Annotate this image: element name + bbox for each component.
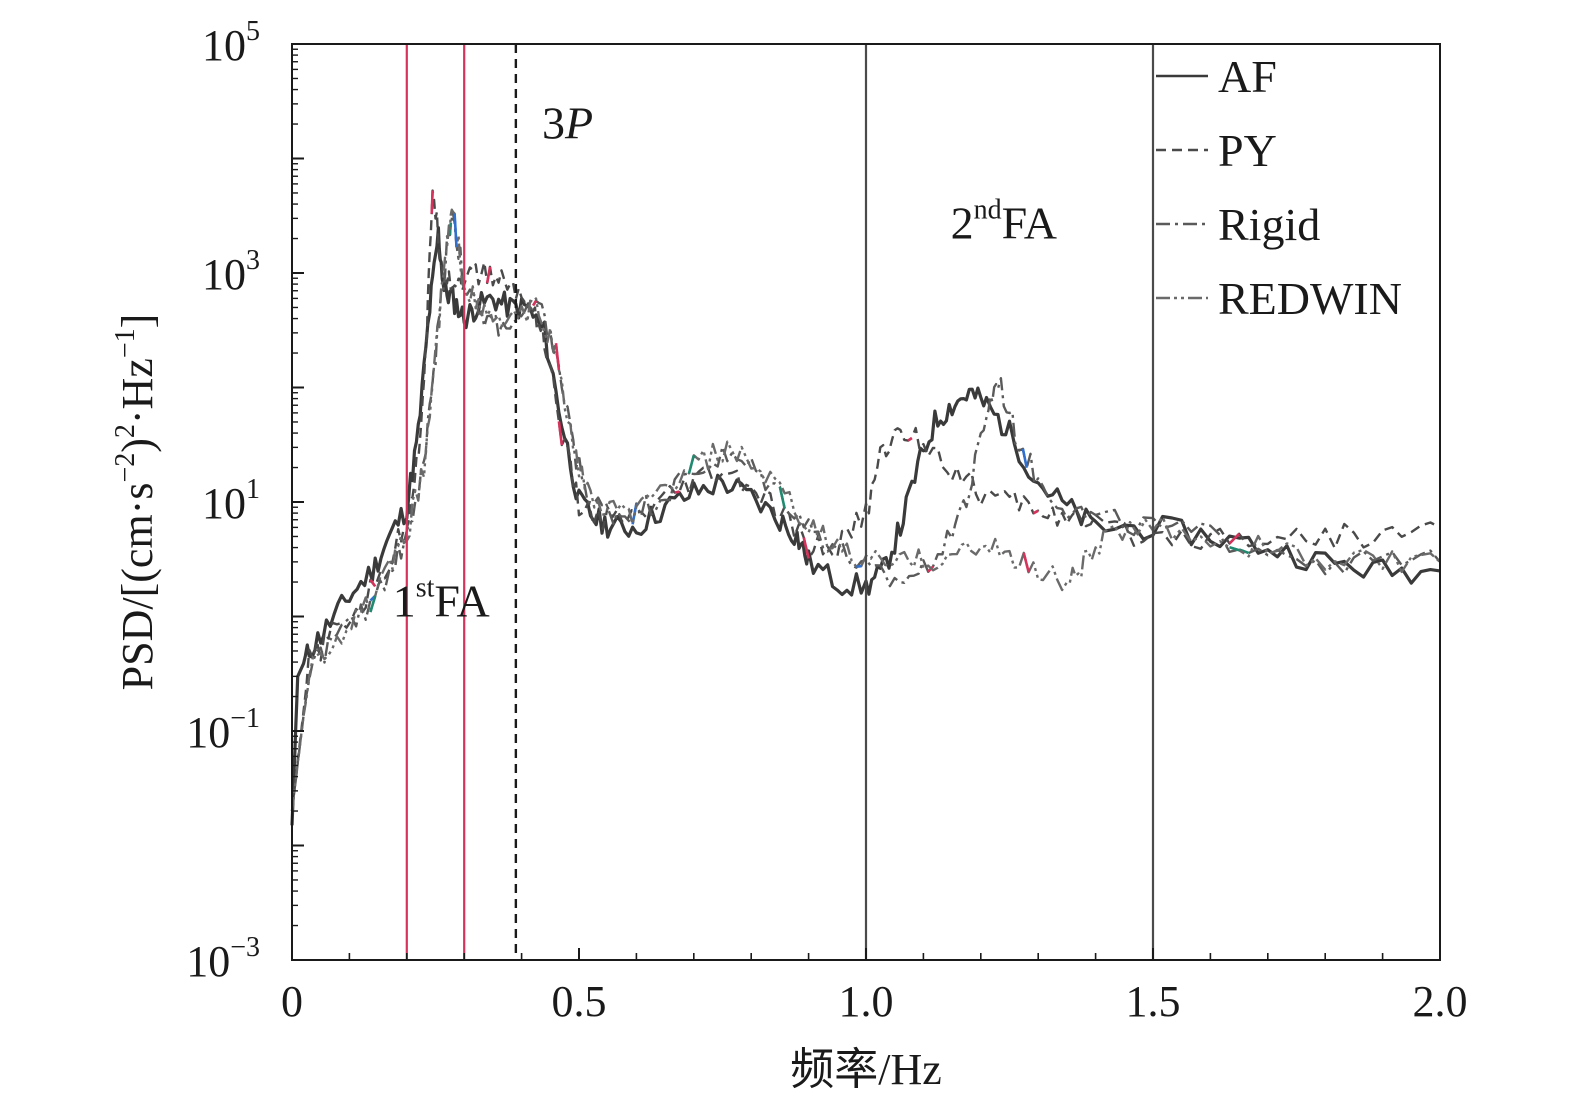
y-label-exp3: −1 [110,328,141,358]
series-layer [290,189,1441,826]
y-axis-label: PSD/[(cm·s−2)2·Hz−1] [110,314,162,691]
x-tick-label: 1.5 [1126,977,1181,1026]
annotation-threep: 3P [542,97,593,148]
series-accent-rigid [531,300,538,307]
series-accent-py [557,421,564,446]
legend-label-af: AF [1218,51,1277,102]
series-accent-redwin [1229,546,1240,552]
series-accent-redwin [1022,552,1030,573]
legend: AF PY Rigid REDWIN [1156,51,1402,324]
legend-label-redwin: REDWIN [1218,273,1402,324]
series-accent-py [1228,532,1241,545]
series-line-py [290,189,1441,812]
series-accent-py [485,266,492,284]
series-accent-redwin [453,213,458,247]
x-tick-label: 0 [281,977,303,1026]
y-tick-label: 10−1 [186,703,260,757]
annotation-second: 2ndFA [951,195,1057,249]
y-tick-label: 105 [202,16,260,70]
series-accent-rigid [778,486,786,509]
y-label-exp2: 2 [110,424,141,438]
x-axis-label: 频率/Hz [790,1045,942,1094]
y-label-mid1: ) [113,438,162,453]
y-label-suffix: ] [113,314,162,329]
series-accent-py [369,579,377,588]
annotations: 1stFA 3P 2ndFA [393,97,1057,626]
series-accent-py [907,436,913,442]
y-label-exp1: −2 [110,453,141,483]
y-label-mid2: ·Hz [113,358,162,424]
series-accent-redwin [369,595,377,613]
y-tick-label: 10−3 [186,932,260,986]
series-accent-redwin [554,343,561,371]
y-label-prefix: PSD/[(cm·s [113,483,162,691]
y-tick-label: 103 [202,245,260,299]
series-accent-rigid [1021,448,1028,469]
x-tick-label: 1.0 [839,977,894,1026]
axis-ticks: 0 0.5 1.0 1.5 2.0 10−3 10−1 101 103 105 [186,16,1467,1026]
x-tick-label: 2.0 [1413,977,1468,1026]
series-accent-redwin [856,564,862,568]
series-accent-py [1032,509,1039,515]
legend-label-py: PY [1218,125,1277,176]
series-accent-py [674,490,680,494]
series-accent-redwin [687,454,696,474]
y-tick-label: 101 [202,474,260,528]
series-accent-py [802,537,810,559]
reference-lines [405,44,1155,960]
legend-label-rigid: Rigid [1218,199,1320,250]
series-accent-py [430,190,434,214]
x-tick-label: 0.5 [552,977,607,1026]
annotation-first: 1stFA [393,573,490,627]
